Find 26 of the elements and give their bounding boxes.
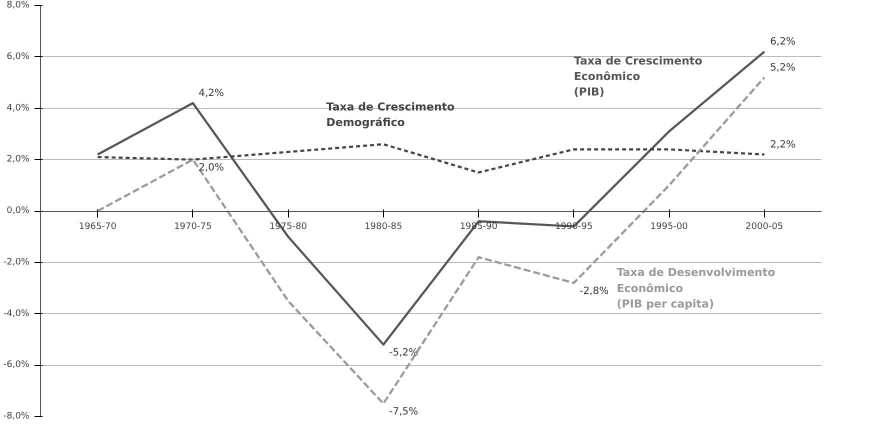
y-tick-label: -6,0% xyxy=(3,360,30,370)
y-tick-label: -8,0% xyxy=(3,412,30,422)
y-tick-label: 8,0% xyxy=(6,0,30,10)
series-label: Taxa de Desenvolvimento Econômico (PIB per capita) xyxy=(616,266,776,310)
x-tick-label: 1970-75 xyxy=(174,222,212,232)
y-tick-label: -2,0% xyxy=(3,257,30,268)
x-tick-label: 1980-85 xyxy=(364,222,402,232)
x-tick-label: 2000-05 xyxy=(746,222,784,232)
y-tick-label: 4,0% xyxy=(6,103,30,114)
data-label: -5,2% xyxy=(389,348,418,359)
data-label: -7,5% xyxy=(389,406,418,418)
data-label: 4,2% xyxy=(198,88,224,100)
series-label: Taxa de Crescimento Demográfico xyxy=(326,100,456,130)
x-tick-label: 1995-00 xyxy=(650,222,688,232)
data-label: -2,8% xyxy=(580,286,609,297)
y-tick-label: 2,0% xyxy=(6,154,30,165)
data-label: 5,2% xyxy=(770,62,796,74)
line-series xyxy=(96,143,766,174)
data-label: 2,0% xyxy=(198,162,224,174)
y-tick-label: 0,0% xyxy=(6,206,30,216)
series-label: Taxa de Crescimento Econômico (PIB) xyxy=(574,54,703,99)
y-tick-label: -4,0% xyxy=(3,308,30,319)
data-label: 2,2% xyxy=(770,139,796,150)
data-label: 6,2% xyxy=(770,36,796,48)
x-tick-label: 1965-70 xyxy=(78,222,117,232)
y-tick-label: 6,0% xyxy=(6,52,30,62)
